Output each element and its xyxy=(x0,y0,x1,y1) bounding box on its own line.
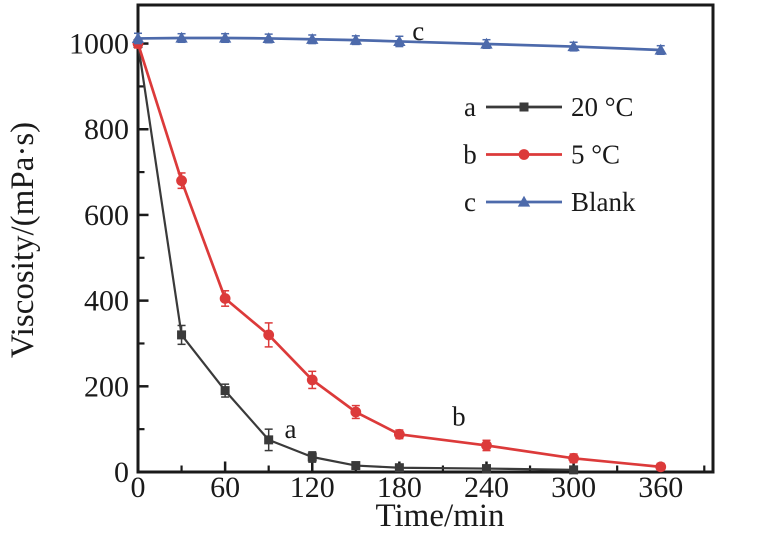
series-b-line xyxy=(136,43,661,469)
legend-marker-square xyxy=(519,102,529,112)
series-c-line xyxy=(137,36,661,52)
legend-label: 5 °C xyxy=(571,140,620,170)
series-c-marker xyxy=(175,31,188,43)
curve-label-c: c xyxy=(412,16,424,46)
series-c-marker xyxy=(480,37,493,49)
y-tick-label: 200 xyxy=(84,370,129,403)
legend-letter: b xyxy=(463,140,477,170)
y-tick-label: 1000 xyxy=(69,28,129,61)
x-axis-title: Time/min xyxy=(376,498,505,534)
y-tick-label: 600 xyxy=(84,199,129,232)
series-c-marker xyxy=(349,33,363,45)
series-b-marker xyxy=(219,293,231,304)
series-c-marker xyxy=(654,43,667,55)
y-axis-title: Viscosity/(mPa·s) xyxy=(5,122,41,358)
series-b-marker xyxy=(481,440,492,451)
y-tick-label: 800 xyxy=(84,113,129,146)
series-b-marker xyxy=(655,461,667,473)
legend-row-a: a 20 °C xyxy=(464,92,634,122)
series-c xyxy=(131,31,667,56)
series-a-marker xyxy=(351,461,361,471)
x-tick-label: 360 xyxy=(638,471,683,504)
series-a-marker xyxy=(264,435,274,445)
x-tick-label: 60 xyxy=(210,471,240,504)
series-a-marker xyxy=(307,452,317,462)
y-axis: 0 200 400 600 800 1000 xyxy=(69,28,149,489)
series-b-marker xyxy=(350,406,362,418)
legend-letter: c xyxy=(464,187,476,217)
series-a-marker xyxy=(481,464,491,474)
legend-row-c: c Blank xyxy=(464,187,636,217)
legend-label: Blank xyxy=(571,187,636,217)
curve-label-b: b xyxy=(452,402,466,432)
x-tick-label: 240 xyxy=(464,471,509,504)
series-c-marker xyxy=(262,32,275,44)
series-a-marker xyxy=(220,386,230,396)
legend: a 20 °C b 5 °C c Blank xyxy=(463,92,636,217)
series-b-marker xyxy=(393,428,405,440)
series-b-marker xyxy=(568,452,580,464)
x-tick-label: 180 xyxy=(377,471,422,504)
plot-frame xyxy=(136,3,715,474)
series-c-marker xyxy=(567,40,580,52)
x-tick-label: 0 xyxy=(131,471,146,504)
legend-letter: a xyxy=(464,92,476,122)
series-a xyxy=(133,38,579,475)
x-tick-label: 120 xyxy=(290,471,335,504)
x-tick-label: 300 xyxy=(551,471,596,504)
legend-row-b: b 5 °C xyxy=(463,140,620,170)
series-c-marker xyxy=(131,32,145,44)
series-c-marker xyxy=(393,35,406,47)
series-b-marker xyxy=(176,175,187,187)
series-c-marker xyxy=(218,31,232,43)
curve-label-a: a xyxy=(284,414,296,444)
series-b-marker xyxy=(306,374,318,386)
series-a-marker xyxy=(394,463,404,473)
series-c-marker xyxy=(306,33,319,44)
legend-marker-triangle xyxy=(517,195,531,207)
y-tick-label: 0 xyxy=(114,456,129,489)
legend-label: 20 °C xyxy=(571,92,634,122)
y-tick-label: 400 xyxy=(84,285,129,318)
series-a-marker xyxy=(177,330,187,340)
series-a-marker xyxy=(569,465,579,475)
legend-marker-circle xyxy=(518,149,530,160)
series-b-marker xyxy=(263,329,275,341)
